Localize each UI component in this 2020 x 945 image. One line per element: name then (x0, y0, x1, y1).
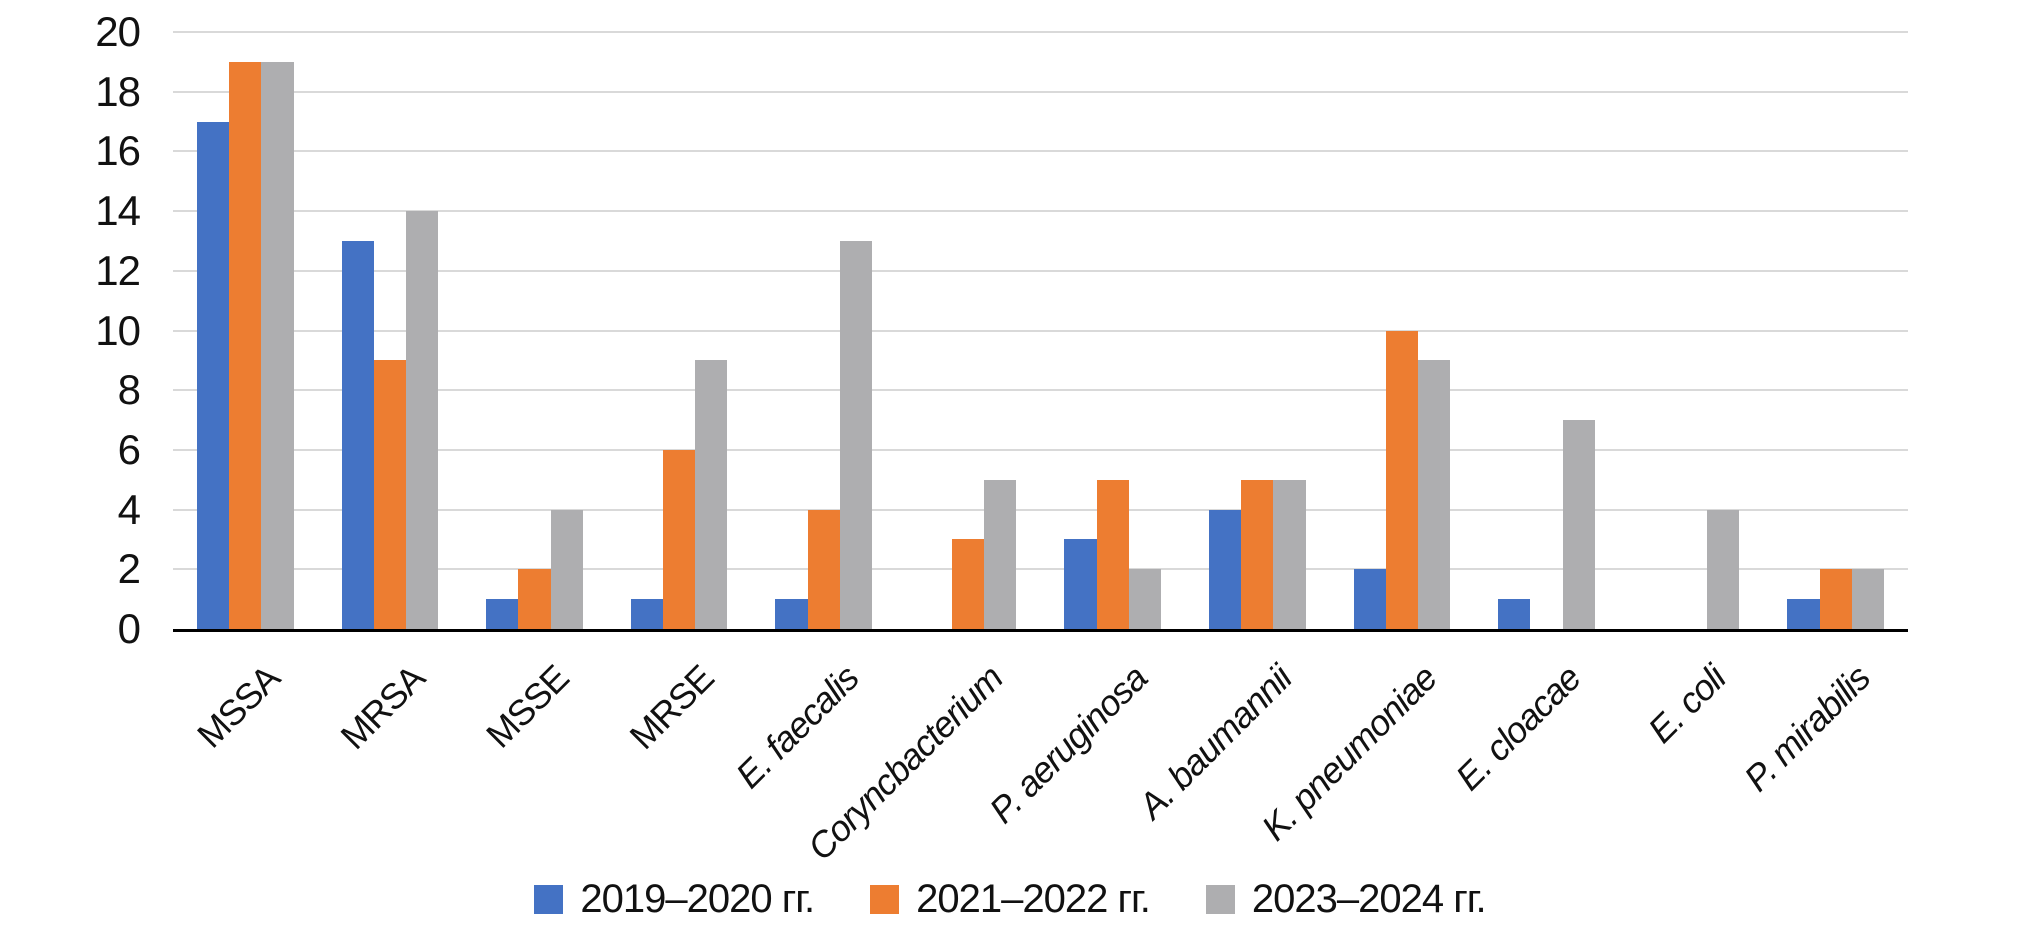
gridline (173, 448, 1908, 451)
bar (405, 211, 439, 629)
y-axis-tick-label: 20 (95, 8, 141, 55)
legend-item: 2019–2020 гг. (534, 876, 815, 922)
gridline (173, 210, 1908, 213)
bar (1851, 569, 1884, 629)
bar (229, 61, 262, 629)
x-axis-category-label: MRSA (332, 657, 433, 758)
bar (373, 360, 406, 629)
bar (261, 61, 294, 629)
bar (1096, 479, 1129, 629)
gridline (173, 568, 1908, 571)
legend-swatch-2019-2020 (534, 884, 564, 914)
x-axis-category-label: P. mirabilis (1736, 657, 1879, 799)
bar (775, 599, 808, 629)
legend-item: 2021–2022 гг. (870, 876, 1151, 922)
y-axis-tick-label: 14 (95, 187, 141, 235)
legend-label: 2021–2022 гг. (916, 877, 1151, 921)
bar (1707, 509, 1740, 629)
y-axis-tick-label: 10 (95, 306, 141, 354)
bar (341, 240, 374, 629)
bar (1209, 509, 1242, 629)
bar (1418, 360, 1451, 629)
bar (196, 121, 230, 629)
bar (1787, 599, 1820, 629)
x-axis-category-label: MRSE (621, 657, 722, 758)
bar (1273, 479, 1306, 629)
y-axis-tick-label: 0 (117, 605, 141, 652)
legend-item: 2023–2024 гг. (1205, 876, 1487, 922)
legend-swatch-2021-2022 (870, 884, 900, 914)
x-axis-category-label: MSSA (189, 657, 288, 756)
gridline (173, 508, 1908, 511)
bar (486, 599, 519, 629)
gridline (173, 31, 1908, 33)
bar (839, 240, 872, 629)
gridline (173, 329, 1908, 332)
legend-label: 2019–2020 гг. (580, 877, 815, 921)
y-axis-tick-label: 8 (117, 366, 141, 414)
bar (695, 360, 728, 629)
gridline (173, 90, 1908, 93)
legend-swatch-2023-2024 (1205, 884, 1235, 914)
y-axis-tick-label: 12 (95, 246, 141, 294)
bar (984, 479, 1017, 629)
y-axis-tick-label: 6 (117, 425, 141, 473)
x-axis-category-label: E. cloacae (1448, 657, 1589, 799)
x-axis-category-label: MSSE (478, 657, 577, 756)
y-axis-tick-label: 4 (117, 485, 141, 533)
bar (807, 509, 840, 629)
bar (1562, 420, 1595, 629)
bar (662, 449, 696, 629)
y-axis-tick-label: 18 (95, 67, 141, 115)
y-axis-tick-label: 16 (95, 127, 141, 175)
bar (1819, 569, 1852, 629)
bar (518, 569, 551, 629)
bar (1241, 479, 1274, 629)
bar (550, 509, 583, 629)
gridline (173, 269, 1908, 272)
bar (1064, 539, 1097, 629)
gridline (173, 389, 1908, 392)
x-axis-category-label: E. coli (1640, 657, 1734, 751)
chart-legend: 2019–2020 гг. 2021–2022 гг. 2023–2024 гг… (0, 876, 2020, 922)
bar (630, 599, 663, 629)
x-axis-category-label: E. faecalis (727, 657, 866, 796)
bar (1385, 330, 1419, 629)
bar (1128, 569, 1162, 629)
bar (1498, 599, 1531, 629)
bar (952, 539, 985, 629)
bar (1353, 569, 1386, 629)
x-axis-line (173, 629, 1908, 632)
y-axis-tick-label: 2 (117, 545, 141, 593)
legend-label: 2023–2024 гг. (1251, 877, 1487, 921)
gridline (173, 150, 1908, 153)
